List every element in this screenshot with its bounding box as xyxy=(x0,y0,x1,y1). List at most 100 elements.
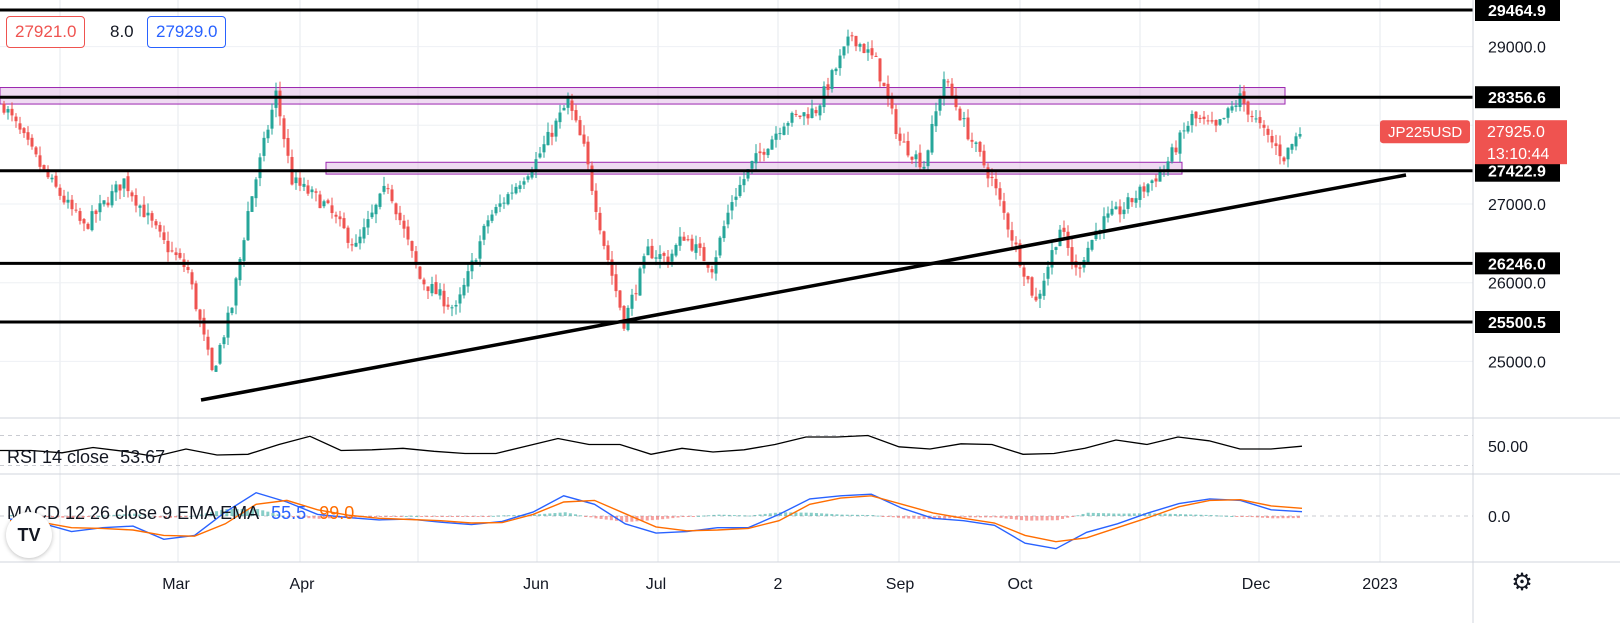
macd-histogram-bar xyxy=(671,516,675,519)
candle-body xyxy=(22,128,26,134)
candle-body xyxy=(702,247,706,262)
candle-body xyxy=(1046,266,1050,279)
candle-body xyxy=(894,109,898,135)
macd-histogram-bar xyxy=(481,516,485,517)
candle-body xyxy=(1138,186,1142,200)
macd-histogram-bar xyxy=(758,514,762,516)
candle-body xyxy=(618,290,622,308)
macd-histogram-bar xyxy=(1061,516,1065,519)
macd-histogram-bar xyxy=(1009,516,1013,520)
macd-histogram-bar xyxy=(415,515,419,517)
candle-body xyxy=(934,111,938,127)
macd-histogram-bar xyxy=(968,516,972,518)
candle-body xyxy=(166,240,170,253)
candle-body xyxy=(730,202,734,211)
candle-body xyxy=(1042,280,1046,296)
candle-body xyxy=(486,220,490,227)
candle-body xyxy=(670,253,674,262)
macd-histogram-bar xyxy=(963,516,967,518)
time-axis-label: Jun xyxy=(523,576,549,593)
macd-histogram-bar xyxy=(225,509,229,516)
macd-histogram-bar xyxy=(420,516,424,517)
candle-body xyxy=(622,306,626,329)
macd-histogram-bar xyxy=(871,515,875,517)
price-scale[interactable]: 29000.028000.027000.026000.025000.029464… xyxy=(1380,0,1567,526)
candle-body xyxy=(246,211,250,241)
candle-body xyxy=(466,271,470,287)
macd-histogram-bar xyxy=(189,516,193,517)
candle-body xyxy=(1194,111,1198,119)
candle-body xyxy=(566,98,570,108)
macd-histogram-bar xyxy=(1168,513,1172,516)
candle-body xyxy=(1286,147,1290,160)
candle-body xyxy=(394,203,398,215)
candle-body xyxy=(846,36,850,46)
candle-body xyxy=(78,211,82,221)
candle-body xyxy=(586,141,590,165)
candle-body xyxy=(1294,136,1298,147)
time-axis[interactable]: Mar Apr Jun Jul 2 Sep Oct Dec 2023 xyxy=(162,576,1398,593)
candle-body xyxy=(1186,125,1190,132)
candle-body xyxy=(534,159,538,171)
macd-histogram-bar xyxy=(835,514,839,516)
macd-histogram-bar xyxy=(1132,513,1136,516)
candle-body xyxy=(994,178,998,189)
candle-body xyxy=(810,108,814,118)
macd-legend[interactable]: MACD 12 26 close 9 EMA EMA 55.5 99.0 xyxy=(7,503,354,524)
time-axis-label: Apr xyxy=(290,576,316,593)
candle-body xyxy=(170,250,174,252)
candle-body xyxy=(206,336,210,350)
bid-price-box[interactable]: 27921.0 xyxy=(6,16,86,48)
candle-body xyxy=(790,112,794,123)
candle-body xyxy=(1282,157,1286,162)
candle-body xyxy=(26,132,30,140)
candle-body xyxy=(854,35,858,47)
candle-body xyxy=(18,123,22,130)
macd-histogram-bar xyxy=(389,516,393,517)
macd-histogram-bar xyxy=(271,512,275,516)
candle-body xyxy=(238,258,242,281)
macd-scale-label: 0.0 xyxy=(1488,509,1510,526)
macd-histogram-bar xyxy=(794,512,798,516)
candle-body xyxy=(442,290,446,307)
candle-body xyxy=(38,155,42,167)
candle-body xyxy=(1298,133,1302,137)
rsi-legend[interactable]: RSI 14 close 53.67 xyxy=(7,447,165,468)
price-scale-label: 26000.0 xyxy=(1488,276,1546,293)
level-tag xyxy=(1475,252,1560,275)
macd-histogram-bar xyxy=(1050,516,1054,521)
macd-histogram-bar xyxy=(209,512,213,516)
macd-histogram-bar xyxy=(738,515,742,517)
candle-body xyxy=(970,139,974,142)
level-tag-label: 26246.0 xyxy=(1488,256,1546,273)
macd-histogram-bar xyxy=(379,516,383,517)
candle-body xyxy=(82,219,86,224)
candle-body xyxy=(1014,242,1018,245)
macd-histogram-bar xyxy=(435,516,439,517)
macd-histogram-bar xyxy=(220,510,224,516)
level-tag-label: 27422.9 xyxy=(1488,164,1546,181)
macd-histogram-bar xyxy=(297,516,301,518)
macd-histogram-bar xyxy=(61,516,65,518)
macd-histogram-bar xyxy=(471,516,475,517)
candle-body xyxy=(674,244,678,256)
macd-histogram-bar xyxy=(697,515,701,517)
candle-body xyxy=(742,179,746,186)
candle-body xyxy=(1270,135,1274,143)
tradingview-logo-icon[interactable]: TV xyxy=(6,512,52,558)
macd-histogram-bar xyxy=(122,514,126,516)
candle-body xyxy=(522,181,526,185)
candle-body xyxy=(1274,143,1278,146)
candle-body xyxy=(410,241,414,251)
candle-body xyxy=(886,83,890,99)
macd-histogram-bar xyxy=(250,509,254,516)
macd-histogram-bar xyxy=(994,516,998,518)
time-axis-label: Dec xyxy=(1242,576,1270,593)
candle-body xyxy=(322,201,326,207)
macd-histogram-bar xyxy=(850,514,854,516)
candle-body xyxy=(178,252,182,258)
candle-body xyxy=(86,223,90,229)
gear-icon[interactable]: ⚙ xyxy=(1511,569,1533,596)
ask-price-box[interactable]: 27929.0 xyxy=(147,16,227,48)
